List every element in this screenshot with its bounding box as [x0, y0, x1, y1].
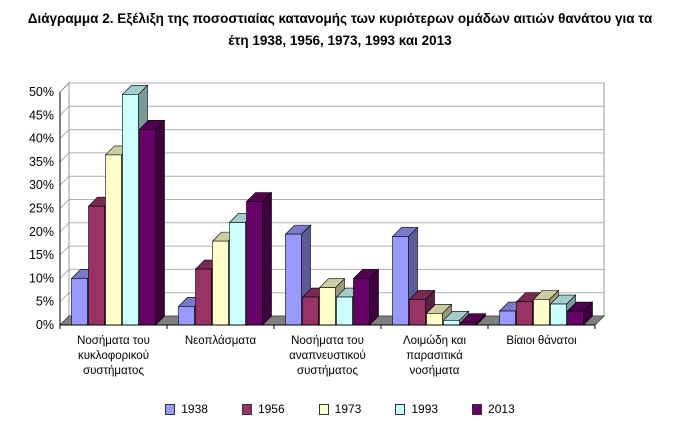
bar — [122, 94, 139, 326]
x-category-label: Νοσήματα του — [291, 335, 364, 347]
bar — [392, 236, 409, 326]
chart-title-line-1: Διάγραμμα 2. Εξέλιξη της ποσοστιαίας κατ… — [27, 11, 653, 26]
legend-label: 1938 — [181, 402, 208, 416]
x-category-label: συστήματος — [297, 365, 358, 377]
y-tick-label: 10% — [29, 271, 54, 285]
bar — [426, 313, 443, 326]
legend-label: 1973 — [334, 402, 362, 416]
gridline-side — [59, 199, 70, 209]
bar — [178, 306, 195, 326]
y-tick-label: 30% — [29, 178, 54, 192]
x-category-label: Λοιμώδη και — [403, 335, 466, 347]
bar — [336, 296, 353, 326]
y-tick-label: 25% — [29, 202, 54, 216]
bar-side — [262, 191, 272, 326]
y-tick-label: 50% — [29, 85, 54, 99]
gridline-side — [59, 152, 70, 163]
y-tick-label: 20% — [29, 225, 54, 239]
legend-swatch — [165, 403, 176, 415]
bar — [353, 278, 370, 326]
x-category-label: παρασιτικά — [406, 350, 463, 362]
bar — [212, 240, 229, 326]
bar — [516, 301, 533, 326]
gridline-side — [59, 129, 70, 139]
x-category-label: Βίαιοι θάνατοι — [506, 335, 577, 347]
bar — [229, 222, 246, 326]
bar — [443, 320, 460, 326]
x-category-label: συστήματος — [83, 365, 144, 377]
bar — [302, 296, 319, 326]
y-tick-label: 15% — [29, 248, 54, 262]
legend-swatch — [395, 403, 406, 415]
bar-side — [369, 268, 379, 326]
legend-item: 1993 — [395, 402, 438, 416]
bar — [285, 233, 302, 326]
bar — [195, 268, 212, 326]
bar — [139, 128, 156, 326]
x-category-label: αναπνευστικού — [289, 350, 366, 362]
chart-title-line-2: έτη 1938, 1956, 1973, 1993 και 2013 — [228, 33, 452, 48]
gridline-side — [59, 292, 70, 303]
bar — [105, 154, 122, 326]
x-category-label: κυκλοφορικού — [78, 350, 149, 362]
legend-swatch — [472, 403, 483, 415]
gridline-side — [59, 175, 70, 186]
chart-legend: 1938 1956 1973 1993 2013 — [0, 402, 680, 416]
bar — [71, 278, 88, 326]
gridline-side — [59, 105, 70, 116]
bar-chart: 0% 5% 10% 15% 20% 25% 30% 35% 40% 45% 50% Νοσήματα … — [29, 81, 606, 377]
gridline-side — [59, 245, 70, 256]
legend-item: 1973 — [318, 402, 362, 416]
bar — [409, 299, 426, 326]
legend-label: 1956 — [257, 402, 285, 416]
y-tick-label: 35% — [29, 155, 54, 169]
chart-title: Διάγραμμα 2. Εξέλιξη της ποσοστιαίας κατ… — [0, 8, 680, 52]
legend-swatch — [318, 403, 329, 415]
bar — [533, 299, 550, 326]
gridline-side — [59, 222, 70, 233]
x-category-label: νοσήματα — [410, 365, 460, 377]
bar — [88, 205, 105, 326]
bar-side — [155, 119, 165, 326]
legend-label: 1993 — [411, 402, 439, 416]
bar — [550, 303, 567, 326]
y-tick-label: 40% — [29, 132, 54, 146]
y-tick-label: 0% — [36, 318, 54, 332]
y-tick-label: 5% — [36, 295, 54, 309]
legend-item: 1938 — [165, 402, 208, 416]
x-category-label: Νοσήματα του — [77, 335, 150, 347]
bar — [567, 310, 584, 326]
legend-item: 2013 — [472, 402, 515, 416]
y-tick-label: 45% — [29, 108, 54, 122]
legend-item: 1956 — [241, 402, 285, 416]
legend-swatch — [241, 403, 252, 415]
bar — [246, 201, 263, 326]
bar — [319, 287, 336, 326]
x-category-label: Νεοπλάσματα — [185, 335, 257, 347]
bar — [499, 310, 516, 326]
legend-label: 2013 — [488, 402, 515, 416]
gridline-side — [59, 269, 70, 279]
